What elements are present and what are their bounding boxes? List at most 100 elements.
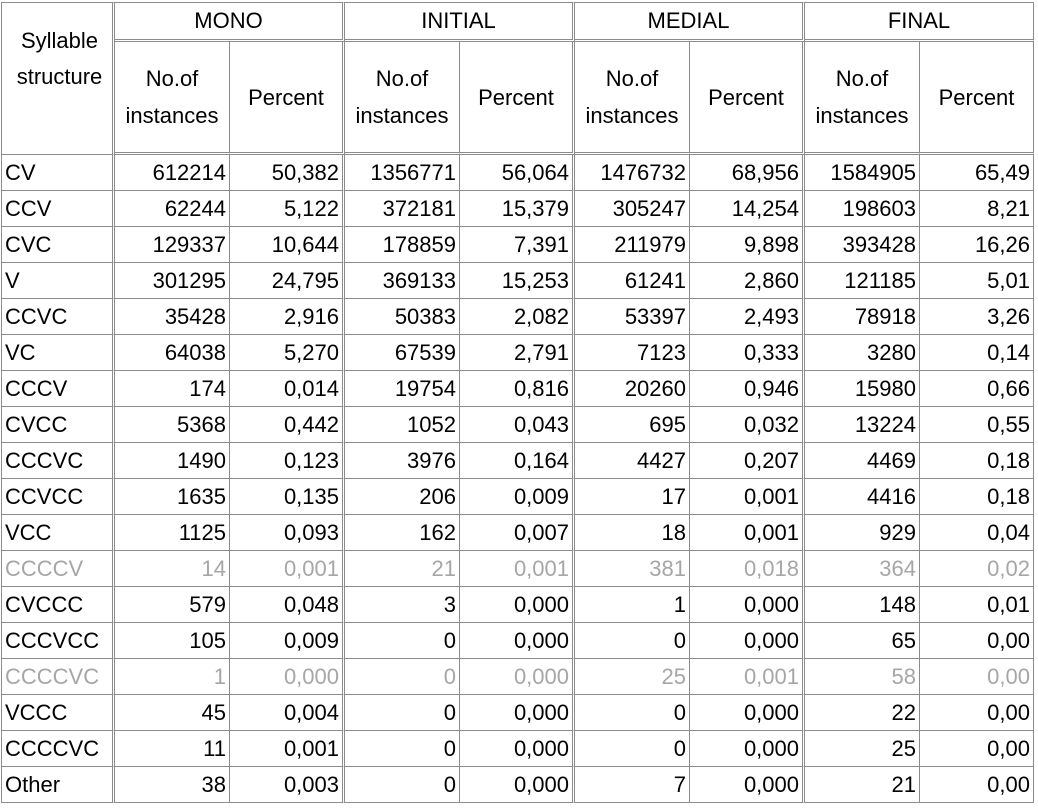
count-cell: 1052 — [345, 407, 460, 443]
count-cell: 58 — [805, 659, 920, 695]
count-cell: 25 — [805, 731, 920, 767]
subheader-percent: Percent — [230, 42, 345, 155]
count-cell: 381 — [575, 551, 690, 587]
group-header-mono: MONO — [115, 2, 345, 42]
count-cell: 38 — [115, 767, 230, 803]
count-cell: 0 — [575, 731, 690, 767]
percent-cell: 0,000 — [460, 695, 575, 731]
count-cell: 67539 — [345, 335, 460, 371]
percent-cell: 0,001 — [230, 731, 345, 767]
row-label: CCCCV — [1, 551, 115, 587]
table-row: CCCV 174 0,014 19754 0,816 20260 0,946 15980 0,6… — [1, 371, 1034, 407]
count-cell: 4427 — [575, 443, 690, 479]
percent-cell: 0,000 — [690, 695, 805, 731]
count-cell: 369133 — [345, 263, 460, 299]
count-cell: 1 — [115, 659, 230, 695]
percent-cell: 0,043 — [460, 407, 575, 443]
percent-cell: 68,956 — [690, 155, 805, 191]
percent-cell: 5,270 — [230, 335, 345, 371]
row-label: CVCC — [1, 407, 115, 443]
count-cell: 1584905 — [805, 155, 920, 191]
table-row: CCCCVC 1 0,000 0 0,000 25 0,001 58 0,00 — [1, 659, 1034, 695]
percent-cell: 0,18 — [920, 443, 1034, 479]
table-row: CVC 129337 10,644 178859 7,391 211979 9,898 393… — [1, 227, 1034, 263]
count-cell: 50383 — [345, 299, 460, 335]
table-row: VCC 1125 0,093 162 0,007 18 0,001 929 0,04 — [1, 515, 1034, 551]
count-cell: 19754 — [345, 371, 460, 407]
percent-cell: 0,000 — [690, 587, 805, 623]
percent-cell: 16,26 — [920, 227, 1034, 263]
percent-cell: 2,791 — [460, 335, 575, 371]
table-row: CCCVCC 105 0,009 0 0,000 0 0,000 65 0,00 — [1, 623, 1034, 659]
count-cell: 7 — [575, 767, 690, 803]
percent-cell: 14,254 — [690, 191, 805, 227]
count-cell: 198603 — [805, 191, 920, 227]
percent-cell: 0,001 — [690, 515, 805, 551]
count-cell: 65 — [805, 623, 920, 659]
subheader-count: No.of instances — [115, 42, 230, 155]
percent-cell: 0,442 — [230, 407, 345, 443]
percent-cell: 0,000 — [230, 659, 345, 695]
count-cell: 929 — [805, 515, 920, 551]
count-cell: 393428 — [805, 227, 920, 263]
percent-cell: 0,032 — [690, 407, 805, 443]
count-cell: 13224 — [805, 407, 920, 443]
table-header: Syllable structure MONO INITIAL MEDIAL F… — [1, 2, 1034, 155]
percent-cell: 0,000 — [690, 623, 805, 659]
count-cell: 1476732 — [575, 155, 690, 191]
percent-cell: 65,49 — [920, 155, 1034, 191]
row-label: CCV — [1, 191, 115, 227]
percent-cell: 0,003 — [230, 767, 345, 803]
count-cell: 1490 — [115, 443, 230, 479]
subheader-count-label: No.of instances — [815, 66, 909, 128]
percent-cell: 0,093 — [230, 515, 345, 551]
percent-cell: 5,122 — [230, 191, 345, 227]
table-row: CCCCVC 11 0,001 0 0,000 0 0,000 25 0,00 — [1, 731, 1034, 767]
count-cell: 1356771 — [345, 155, 460, 191]
count-cell: 129337 — [115, 227, 230, 263]
count-cell: 7123 — [575, 335, 690, 371]
percent-cell: 0,00 — [920, 695, 1034, 731]
percent-cell: 9,898 — [690, 227, 805, 263]
percent-cell: 50,382 — [230, 155, 345, 191]
subheader-count: No.of instances — [575, 42, 690, 155]
row-label: CCCV — [1, 371, 115, 407]
percent-cell: 0,000 — [690, 767, 805, 803]
count-cell: 4416 — [805, 479, 920, 515]
count-cell: 372181 — [345, 191, 460, 227]
count-cell: 695 — [575, 407, 690, 443]
count-cell: 148 — [805, 587, 920, 623]
percent-cell: 0,123 — [230, 443, 345, 479]
percent-cell: 0,01 — [920, 587, 1034, 623]
count-cell: 105 — [115, 623, 230, 659]
row-label: VCCC — [1, 695, 115, 731]
count-cell: 5368 — [115, 407, 230, 443]
row-label: Other — [1, 767, 115, 803]
count-cell: 121185 — [805, 263, 920, 299]
percent-cell: 15,379 — [460, 191, 575, 227]
percent-cell: 7,391 — [460, 227, 575, 263]
subheader-count-label: No.of instances — [125, 66, 219, 128]
count-cell: 0 — [345, 659, 460, 695]
percent-cell: 0,001 — [690, 659, 805, 695]
percent-cell: 0,007 — [460, 515, 575, 551]
percent-cell: 0,00 — [920, 623, 1034, 659]
table-row: CCVCC 1635 0,135 206 0,009 17 0,001 4416 0,18 — [1, 479, 1034, 515]
table-row: VC 64038 5,270 67539 2,791 7123 0,333 3280 0,14 — [1, 335, 1034, 371]
percent-cell: 0,004 — [230, 695, 345, 731]
count-cell: 301295 — [115, 263, 230, 299]
percent-cell: 0,048 — [230, 587, 345, 623]
percent-cell: 10,644 — [230, 227, 345, 263]
count-cell: 0 — [345, 767, 460, 803]
count-cell: 62244 — [115, 191, 230, 227]
percent-cell: 15,253 — [460, 263, 575, 299]
percent-cell: 5,01 — [920, 263, 1034, 299]
count-cell: 0 — [345, 731, 460, 767]
count-cell: 0 — [575, 623, 690, 659]
table-row: CVCCC 579 0,048 3 0,000 1 0,000 148 0,01 — [1, 587, 1034, 623]
row-label: CCVCC — [1, 479, 115, 515]
group-header-medial: MEDIAL — [575, 2, 805, 42]
percent-cell: 0,00 — [920, 767, 1034, 803]
percent-cell: 0,66 — [920, 371, 1034, 407]
